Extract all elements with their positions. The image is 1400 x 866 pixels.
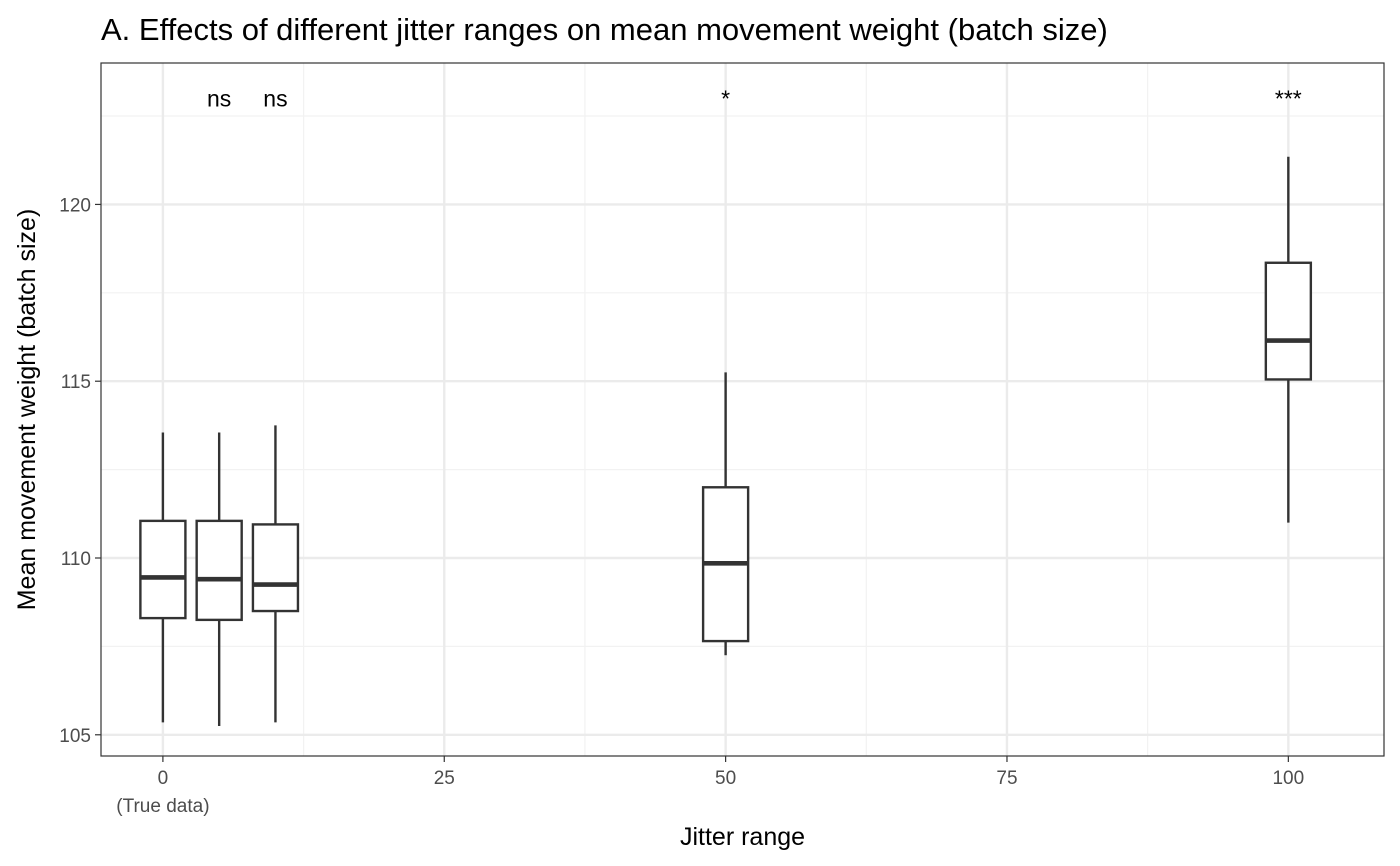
x-tick-label: 100 xyxy=(1272,768,1304,789)
significance-label: ns xyxy=(263,85,287,111)
box-iqr xyxy=(251,523,300,613)
box-iqr xyxy=(1264,261,1313,381)
x-tick-label: 25 xyxy=(434,768,455,789)
boxes-layer xyxy=(139,156,1313,726)
grid-layer xyxy=(101,63,1384,756)
box-50 xyxy=(701,372,750,656)
axes-layer: 0 (True data) 25 50 75 100 105 110 115 120 xyxy=(59,195,1304,817)
x-tick-label: 50 xyxy=(715,768,736,789)
significance-label: * xyxy=(721,85,730,111)
x-tick-label: 0 xyxy=(158,768,169,789)
box-0 xyxy=(139,432,187,723)
y-tick-label: 120 xyxy=(59,195,91,216)
box-5 xyxy=(195,432,243,726)
y-tick-label: 110 xyxy=(61,549,91,570)
chart-title: A. Effects of different jitter ranges on… xyxy=(101,12,1108,47)
box-10 xyxy=(251,425,300,723)
box-iqr xyxy=(139,519,187,620)
x-axis-title: Jitter range xyxy=(680,823,805,851)
x-tick-sublabel: (True data) xyxy=(116,796,209,817)
annotation-layer: ns ns * *** xyxy=(207,85,1302,111)
panel-border xyxy=(100,62,1385,757)
y-tick-label: 115 xyxy=(61,372,91,393)
y-tick-label: 105 xyxy=(59,726,91,747)
x-tick-label: 75 xyxy=(996,768,1017,789)
box-iqr xyxy=(195,519,243,622)
box-100 xyxy=(1264,156,1313,523)
significance-label: ns xyxy=(207,85,231,111)
significance-label: *** xyxy=(1275,85,1302,111)
y-axis-title: Mean movement weight (batch size) xyxy=(13,209,41,611)
